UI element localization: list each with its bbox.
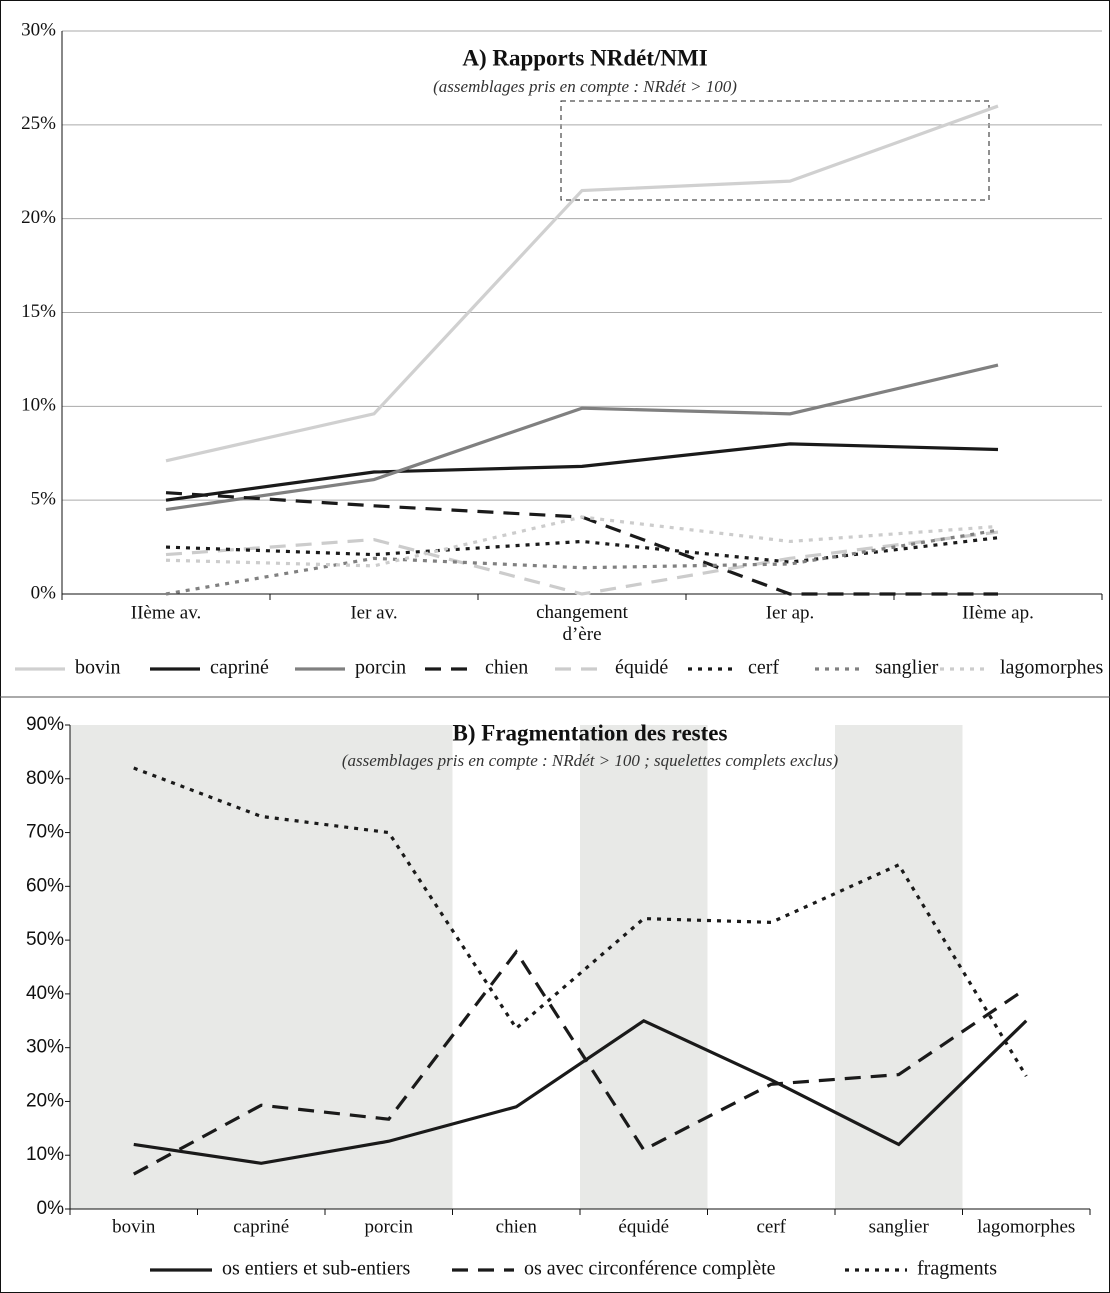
legend-label: sanglier [875, 657, 939, 679]
category-shade [835, 725, 963, 1209]
legend-label: capriné [210, 657, 269, 679]
y-tick-label: 60% [26, 875, 64, 896]
chart-subtitle: (assemblages pris en compte : NRdét > 10… [342, 751, 839, 770]
x-tick-label: capriné [233, 1216, 289, 1237]
y-tick-label: 30% [21, 19, 56, 40]
y-tick-label: 10% [21, 395, 56, 416]
category-shade [325, 725, 453, 1209]
legend-label: bovin [75, 657, 121, 679]
x-tick-label: porcin [364, 1216, 413, 1237]
category-shade [70, 725, 198, 1209]
series-line [165, 104, 999, 463]
x-tick-label: lagomorphes [977, 1216, 1075, 1237]
x-tick-label: IIème av. [131, 602, 202, 623]
y-tick-label: 20% [26, 1090, 64, 1111]
x-tick-label: équidé [618, 1216, 669, 1237]
x-tick-label: chien [496, 1216, 538, 1237]
series-line [132, 949, 1028, 1176]
legend-label: fragments [917, 1258, 997, 1280]
chart-title: B) Fragmentation des restes [453, 720, 728, 745]
series-line [165, 528, 999, 596]
legend-label: cerf [748, 657, 779, 679]
x-tick-label: changement d’ère [536, 602, 629, 645]
y-tick-label: 90% [26, 714, 64, 735]
y-tick-label: 40% [26, 983, 64, 1004]
series-line [165, 515, 999, 568]
y-tick-label: 70% [26, 822, 64, 843]
legend-label: os entiers et sub-entiers [222, 1258, 410, 1280]
series-line [133, 766, 1028, 1077]
chart-subtitle: (assemblages pris en compte : NRdét > 10… [433, 77, 737, 96]
category-shade [580, 725, 708, 1209]
series-line [133, 1018, 1028, 1165]
series-line [165, 363, 999, 512]
category-shade [197, 725, 325, 1209]
legend-label: os avec circonférence complète [524, 1258, 776, 1280]
y-tick-label: 0% [31, 582, 57, 603]
y-tick-label: 50% [26, 929, 64, 950]
y-tick-label: 0% [37, 1198, 65, 1219]
legend-label: lagomorphes [1000, 657, 1104, 679]
x-tick-label: IIème ap. [962, 602, 1034, 623]
x-tick-label: bovin [112, 1216, 156, 1237]
y-tick-label: 25% [21, 113, 56, 134]
y-tick-label: 20% [21, 207, 56, 228]
legend-label: chien [485, 657, 528, 679]
y-tick-label: 10% [26, 1144, 64, 1165]
y-tick-label: 5% [31, 489, 57, 510]
legend-label: porcin [355, 657, 406, 679]
x-tick-label: Ier av. [350, 602, 397, 623]
x-tick-label: sanglier [869, 1216, 930, 1237]
x-tick-label: cerf [756, 1216, 786, 1237]
y-tick-label: 30% [26, 1037, 64, 1058]
series-line [165, 530, 999, 596]
series-line [165, 442, 999, 502]
x-tick-label: Ier ap. [766, 602, 815, 623]
legend-label: équidé [615, 657, 668, 679]
series-line [165, 491, 998, 596]
y-tick-label: 15% [21, 301, 56, 322]
highlight-box [560, 100, 990, 201]
y-tick-label: 80% [26, 768, 64, 789]
chart-title: A) Rapports NRdét/NMI [462, 45, 707, 70]
